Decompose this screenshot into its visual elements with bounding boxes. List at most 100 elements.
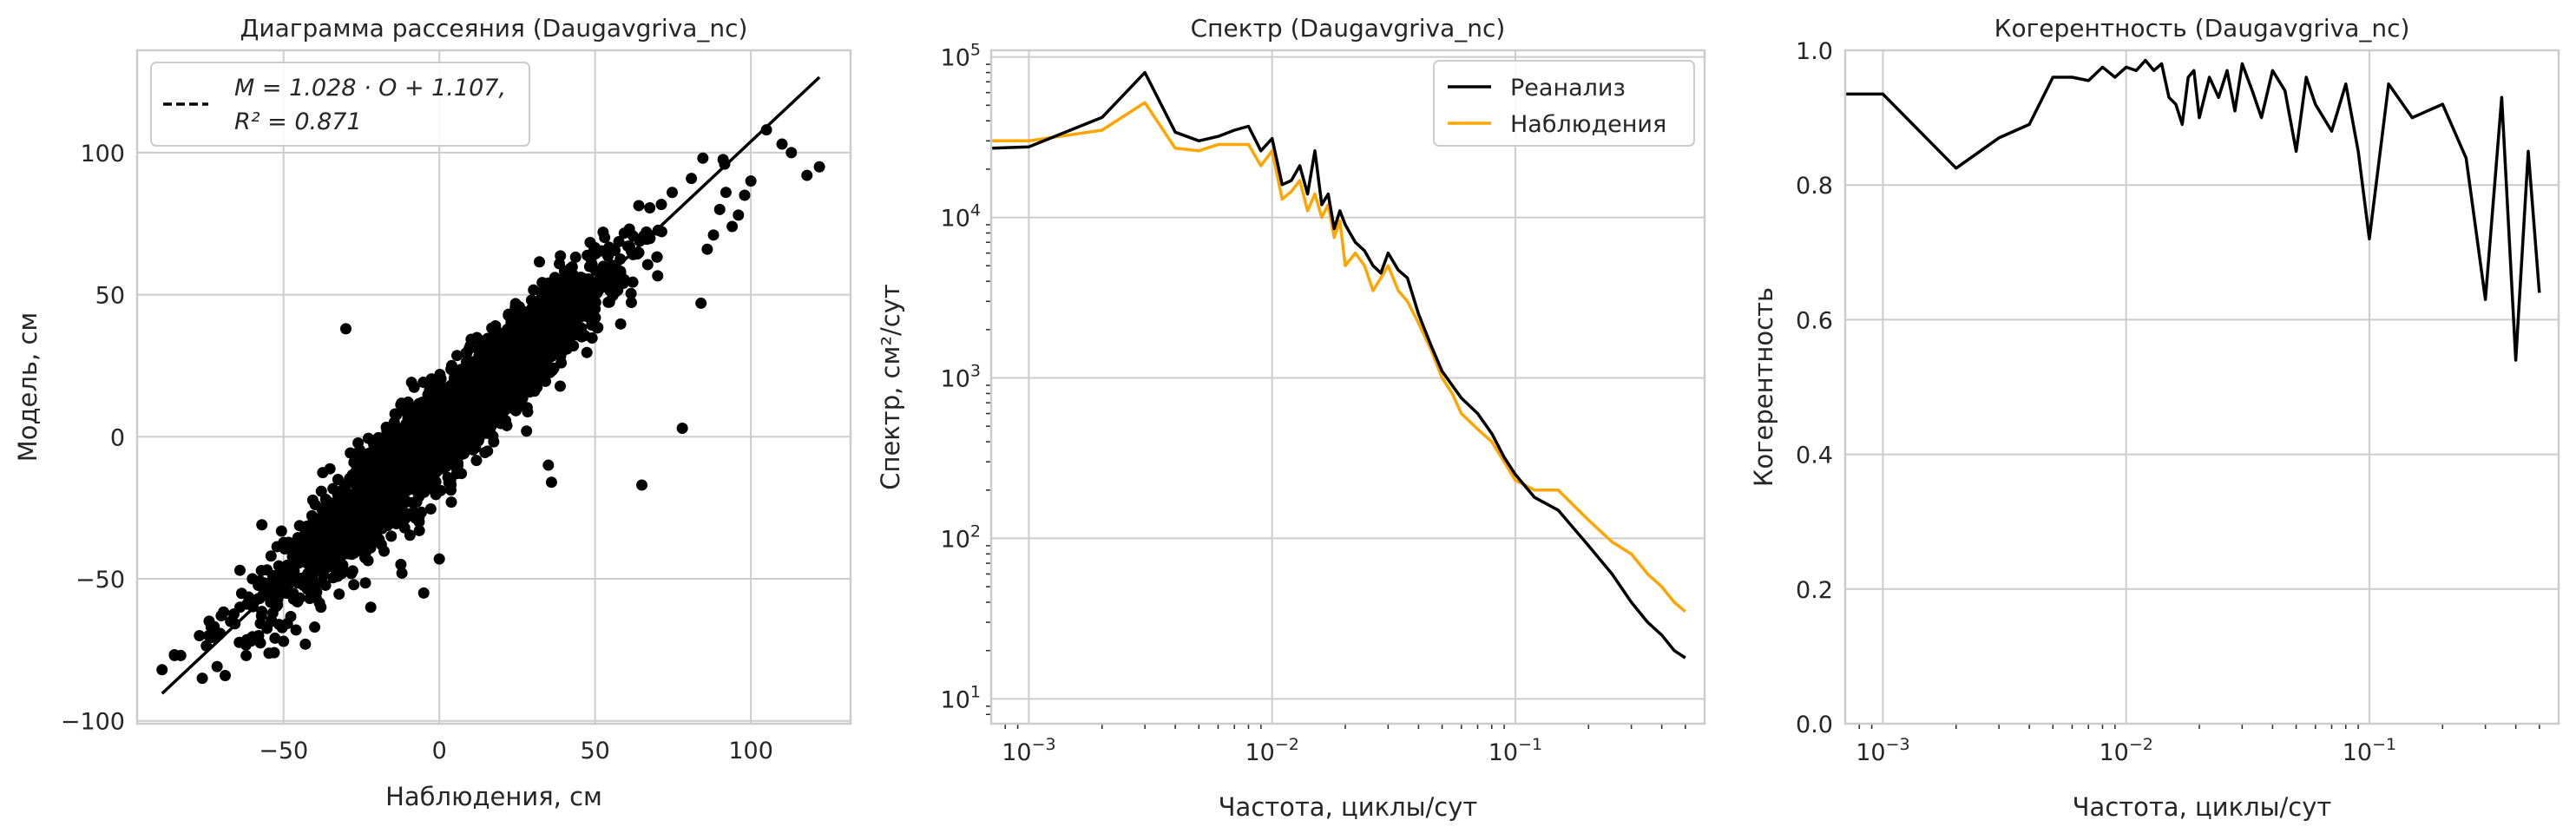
scatter-point (612, 284, 624, 296)
scatter-x-tick-label: 0 (432, 738, 447, 765)
scatter-point (445, 496, 457, 509)
scatter-point (286, 550, 299, 562)
scatter-point (614, 266, 627, 278)
scatter-point (588, 243, 600, 255)
scatter-point (686, 173, 698, 185)
scatter-point (522, 369, 534, 381)
scatter-point (298, 580, 310, 592)
spectrum-legend: Реанализ Наблюдения (1433, 60, 1695, 147)
scatter-point (333, 588, 345, 600)
spectrum-y-tick-label: 104 (941, 201, 981, 233)
scatter-point (470, 357, 483, 369)
scatter-point (225, 615, 237, 627)
scatter-point (396, 502, 408, 514)
scatter-point (256, 606, 268, 618)
scatter-point (345, 447, 357, 459)
scatter-point (269, 632, 281, 644)
scatter-point (713, 203, 726, 215)
scatter-point (625, 287, 637, 299)
spectrum-x-axis-label: Частота, циклы/сут (1219, 792, 1478, 822)
scatter-point (474, 334, 486, 346)
scatter-point (398, 522, 411, 534)
scatter-point (352, 457, 364, 469)
spectrum-x-tick-label: 10−1 (1488, 735, 1542, 766)
scatter-point (417, 423, 430, 435)
scatter-point (219, 669, 231, 681)
scatter-point (558, 341, 570, 353)
scatter-point (211, 660, 223, 673)
observations-spectrum-line (991, 101, 1686, 614)
scatter-point (413, 524, 425, 536)
coherence-title: Когерентность (Daugavgriva_nc) (1994, 14, 2410, 43)
scatter-point (396, 567, 408, 579)
scatter-point (330, 551, 342, 563)
scatter-point (776, 138, 788, 150)
spectrum-y-axis-label: Спектр, см²/сут (876, 284, 905, 490)
scatter-point (389, 408, 401, 420)
scatter-point (452, 418, 464, 430)
scatter-point (415, 477, 427, 489)
scatter-point (407, 425, 419, 437)
scatter-title: Диаграмма рассеяния (Daugavgriva_nc) (240, 14, 748, 43)
scatter-point (516, 305, 529, 318)
coherence-panel: Когерентность (Daugavgriva_nc) Частота, … (1749, 14, 2560, 822)
scatter-point (490, 319, 502, 331)
spectrum-gridlines (991, 50, 1705, 724)
coherence-x-axis-label: Частота, циклы/сут (2073, 792, 2332, 822)
scatter-point (256, 519, 268, 531)
scatter-point (483, 353, 495, 365)
scatter-point (605, 277, 617, 289)
scatter-point (451, 350, 463, 362)
spectrum-plot-frame (989, 49, 1706, 725)
scatter-point (582, 312, 595, 324)
scatter-point (534, 365, 546, 377)
scatter-points (156, 124, 825, 685)
scatter-point (293, 520, 306, 532)
scatter-point (575, 331, 588, 343)
scatter-point (442, 382, 454, 394)
scatter-point (652, 270, 664, 282)
scatter-point (290, 624, 302, 636)
scatter-point (265, 596, 277, 608)
scatter-point (544, 366, 556, 378)
scatter-point (522, 406, 534, 418)
scatter-point (476, 419, 489, 431)
scatter-point (676, 422, 688, 434)
scatter-point (388, 417, 400, 429)
coherence-y-axis-label: Когерентность (1749, 287, 1778, 487)
scatter-legend: M = 1.028 · O + 1.107, R² = 0.871 (150, 62, 530, 147)
scatter-point (726, 220, 739, 233)
scatter-point (433, 553, 445, 565)
scatter-point (491, 348, 503, 360)
scatter-legend-equation: M = 1.028 · O + 1.107, (234, 75, 506, 102)
scatter-point (203, 615, 215, 627)
scatter-point (305, 528, 317, 541)
scatter-point (589, 303, 601, 315)
scatter-point (563, 333, 575, 345)
scatter-point (381, 436, 393, 448)
scatter-point (338, 490, 350, 502)
scatter-point (555, 250, 567, 262)
scatter-point (271, 541, 283, 553)
scatter-point (398, 482, 410, 495)
scatter-point (555, 323, 567, 335)
scatter-point (512, 384, 524, 397)
scatter-point (813, 161, 825, 173)
scatter-point (406, 410, 418, 423)
scatter-point (526, 357, 538, 369)
scatter-point (445, 484, 457, 496)
coherence-x-tick-label: 10−3 (1856, 735, 1909, 766)
coherence-x-tick-label: 10−1 (2343, 735, 2396, 766)
scatter-point (529, 383, 542, 395)
scatter-point (196, 673, 208, 685)
scatter-point (549, 343, 562, 355)
scatter-point (554, 380, 566, 392)
scatter-point (314, 522, 326, 534)
scatter-point (265, 550, 277, 562)
scatter-point (597, 226, 609, 239)
scatter-point (462, 382, 474, 394)
scatter-point (701, 243, 713, 255)
scatter-point (542, 459, 555, 471)
scatter-point (317, 467, 329, 479)
